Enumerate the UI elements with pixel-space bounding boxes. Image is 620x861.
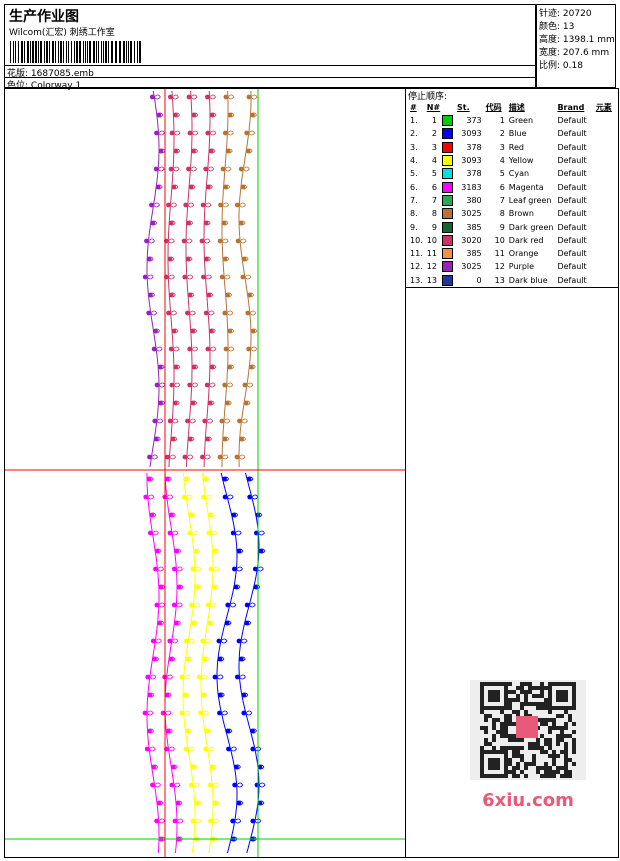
color-swatch (442, 274, 453, 286)
col-header: 描述 (508, 103, 525, 112)
stop-sequence-title: 停止顺序: (408, 92, 448, 102)
table-row: 9. 9 385 9 Dark green Default (410, 221, 587, 233)
stats-panel: 针迹: 20720 颜色: 13 高度: 1398.1 mm 宽度: 207.6… (536, 4, 616, 88)
color-swatch (442, 208, 453, 220)
qr-code (470, 680, 586, 780)
colors-value: 13 (562, 22, 575, 32)
colors-stat: 颜色: 13 (539, 19, 574, 32)
color-swatch (442, 234, 453, 246)
header-panel: 生产作业图 Wilcom(汇宏) 刺绣工作室 花版: 1687085.emb 色… (4, 4, 536, 91)
scale-label: 比例: (539, 61, 561, 71)
table-row: 8. 8 3025 8 Brown Default (410, 208, 587, 220)
col-header: St. (457, 103, 470, 112)
page-title: 生产作业图 (9, 9, 79, 25)
col-header: N# (426, 103, 441, 112)
watermark-site: 6xiu.com (482, 790, 574, 811)
table-row: 3. 3 378 3 Red Default (410, 141, 587, 153)
design-preview (4, 88, 406, 858)
col-header: # (410, 103, 417, 112)
colorway-label: 色位: (7, 81, 29, 91)
color-swatch (442, 128, 453, 140)
color-swatch (442, 168, 453, 180)
pattern-value: 1687085.emb (30, 69, 94, 79)
table-row: 6. 6 3183 6 Magenta Default (410, 181, 587, 193)
scale-stat: 比例: 0.18 (539, 58, 583, 71)
height-value: 1398.1 mm (562, 35, 615, 45)
pattern-line: 花版: 1687085.emb (7, 66, 94, 79)
table-row: 10. 10 3020 10 Dark red Default (410, 234, 587, 246)
table-row: 2. 2 3093 2 Blue Default (410, 128, 587, 140)
scale-value: 0.18 (562, 61, 583, 71)
blank-panel (405, 287, 619, 858)
embroidery-design (5, 89, 405, 857)
stitches-stat: 针迹: 20720 (539, 6, 592, 19)
color-swatch (442, 141, 453, 153)
table-header: # N# St. 代码 描述 Brand 元素 (408, 101, 618, 114)
table-row: 5. 5 378 5 Cyan Default (410, 168, 587, 180)
colors-label: 颜色: (539, 22, 561, 32)
colorway-line: 色位: Colorway 1 (7, 78, 81, 91)
color-swatch (442, 194, 453, 206)
stitches-label: 针迹: (539, 9, 561, 19)
height-label: 高度: (539, 35, 561, 45)
table-row: 11. 11 385 11 Orange Default (410, 248, 587, 260)
table-row: 12. 12 3025 12 Purple Default (410, 261, 587, 273)
height-stat: 高度: 1398.1 mm (539, 32, 615, 45)
col-header: 元素 (595, 103, 612, 112)
table-row: 4. 4 3093 4 Yellow Default (410, 155, 587, 167)
table-row: 7. 7 380 7 Leaf green Default (410, 194, 587, 206)
color-swatch (442, 115, 453, 127)
col-header: Brand (557, 103, 585, 112)
color-swatch (442, 261, 453, 273)
table-row: 13. 13 0 13 Dark blue Default (410, 274, 587, 286)
pattern-label: 花版: (7, 69, 29, 79)
color-swatch (442, 221, 453, 233)
color-swatch (442, 181, 453, 193)
stop-sequence-table: # N# St. 代码 描述 Brand 元素 1. 1 373 1 Green Default 2.… (408, 101, 618, 287)
table-row: 1. 1 373 1 Green Default (410, 115, 587, 127)
col-header: 代码 (485, 103, 502, 112)
width-value: 207.6 mm (562, 48, 610, 58)
color-swatch (442, 155, 453, 167)
stitches-value: 20720 (562, 9, 592, 19)
stop-sequence-panel: 停止顺序: # N# St. 代码 描述 Brand 元素 1. 1 373 1 Green Def… (405, 88, 619, 288)
barcode (10, 41, 141, 63)
colorway-value: Colorway 1 (30, 81, 82, 91)
studio-subtitle: Wilcom(汇宏) 刺绣工作室 (9, 28, 115, 38)
color-swatch (442, 248, 453, 260)
width-label: 宽度: (539, 48, 561, 58)
width-stat: 宽度: 207.6 mm (539, 45, 609, 58)
